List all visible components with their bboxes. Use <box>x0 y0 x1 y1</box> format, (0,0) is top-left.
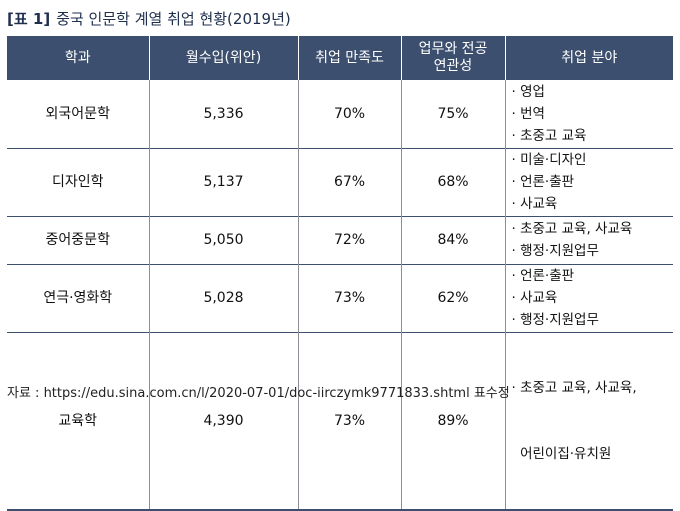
cell-satisfaction: 73% <box>297 332 401 510</box>
cell-fields: · 영업 · 번역 · 초중고 교육 <box>504 80 673 148</box>
header-satisfaction: 취업 만족도 <box>297 36 401 80</box>
cell-satisfaction: 67% <box>297 148 401 216</box>
cell-income: 5,336 <box>148 80 298 148</box>
header-fields: 취업 분야 <box>504 36 673 80</box>
field-item: · 초중고 교육, 사교육 <box>511 221 633 237</box>
table-title: [표 1] 중국 인문학 계열 취업 현황(2019년) <box>7 8 291 29</box>
header-relevance: 업무와 전공 연관성 <box>400 36 505 80</box>
cell-relevance: 62% <box>400 264 505 332</box>
cell-income: 5,050 <box>148 216 298 264</box>
cell-income: 5,137 <box>148 148 298 216</box>
table-row: 중어중문학 5,050 72% 84% · 초중고 교육, 사교육 · 행정·지… <box>7 216 673 264</box>
cell-relevance: 89% <box>400 332 505 510</box>
cell-fields: · 언론·출판 · 사교육 · 행정·지원업무 <box>504 264 673 332</box>
field-item: · 초중고 교육, 사교육, <box>511 379 637 396</box>
header-dept: 학과 <box>7 36 149 80</box>
cell-fields: · 초중고 교육, 사교육, 어린이집·유치원 <box>504 332 673 510</box>
cell-fields: · 미술·디자인 · 언론·출판 · 사교육 <box>504 148 673 216</box>
cell-income: 5,028 <box>148 264 298 332</box>
table-row: 디자인학 5,137 67% 68% · 미술·디자인 · 언론·출판 · 사교… <box>7 148 673 216</box>
field-item: · 번역 <box>511 105 545 122</box>
field-item: · 영업 <box>511 83 545 100</box>
field-item: 어린이집·유치원 <box>511 445 612 462</box>
employment-table: 학과 월수입(위안) 취업 만족도 업무와 전공 연관성 취업 분야 외국어문학… <box>7 36 673 511</box>
cell-relevance: 68% <box>400 148 505 216</box>
cell-dept: 디자인학 <box>51 174 104 190</box>
field-item: · 사교육 <box>511 290 558 306</box>
table-row: 외국어문학 5,336 70% 75% · 영업 · 번역 · 초중고 교육 <box>7 80 673 148</box>
cell-relevance: 84% <box>400 216 505 264</box>
cell-dept: 중어중문학 <box>45 232 110 248</box>
header-income: 월수입(위안) <box>148 36 298 80</box>
cell-income: 4,390 <box>148 332 298 510</box>
cell-satisfaction: 73% <box>297 264 401 332</box>
cell-dept: 교육학 <box>58 412 98 429</box>
field-item: · 초중고 교육 <box>511 127 587 144</box>
header-relevance-line1: 업무와 전공 <box>418 41 488 57</box>
table-row: 연극·영화학 5,028 73% 62% · 언론·출판 · 사교육 · 행정·… <box>7 264 673 332</box>
field-item: · 행정·지원업무 <box>511 312 599 328</box>
source-note: 자료 : https://edu.sina.com.cn/l/2020-07-0… <box>7 386 510 401</box>
table-title-text: 중국 인문학 계열 취업 현황(2019년) <box>56 10 291 28</box>
table-header-row: 학과 월수입(위안) 취업 만족도 업무와 전공 연관성 취업 분야 <box>7 36 673 80</box>
header-relevance-line2: 연관성 <box>433 58 473 74</box>
cell-relevance: 75% <box>400 80 505 148</box>
cell-satisfaction: 72% <box>297 216 401 264</box>
table-number: [표 1] <box>7 10 51 28</box>
field-item: · 언론·출판 <box>511 268 575 284</box>
field-item: · 행정·지원업무 <box>511 243 599 259</box>
cell-dept: 외국어문학 <box>45 105 110 122</box>
field-item: · 언론·출판 <box>511 174 575 190</box>
cell-dept: 연극·영화학 <box>43 290 113 306</box>
table-row: 교육학 4,390 73% 89% · 초중고 교육, 사교육, 어린이집·유치… <box>7 332 673 510</box>
field-item: · 사교육 <box>511 196 558 212</box>
cell-satisfaction: 70% <box>297 80 401 148</box>
field-item: · 미술·디자인 <box>511 152 587 168</box>
cell-fields: · 초중고 교육, 사교육 · 행정·지원업무 <box>504 216 673 264</box>
